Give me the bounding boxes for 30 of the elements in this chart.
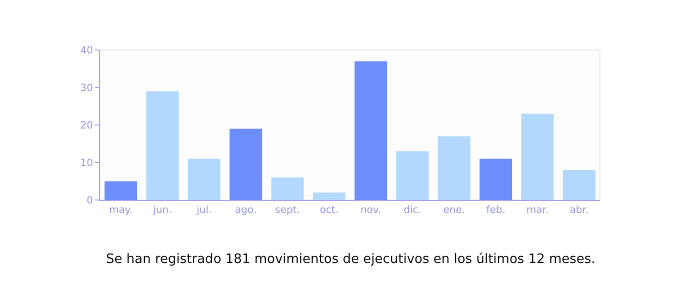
x-tick-label: ago. [235,205,257,216]
x-tick-label: dic. [404,205,422,216]
bar [188,158,220,200]
x-tick-label: ene. [443,205,466,216]
x-tick-label: may. [109,205,133,216]
x-tick-label: nov. [360,205,382,216]
x-tick-label: feb. [486,205,506,216]
x-tick-label: abr. [570,205,589,216]
bar [230,128,262,200]
y-tick-label: 0 [86,196,93,206]
bar [354,61,388,200]
y-tick-label: 20 [80,120,93,132]
bar [438,136,470,200]
bar [104,181,138,200]
bar [480,158,512,200]
bar [562,170,596,200]
bar [312,192,346,200]
y-tick-label: 10 [80,158,93,169]
bar [271,178,304,200]
bar [521,114,554,200]
x-tick-label: jul. [196,205,212,216]
bar [146,91,179,200]
x-tick-label: mar. [526,205,549,216]
x-tick-label: jun. [152,205,172,216]
x-tick-label: sept. [275,205,300,216]
y-tick-label: 30 [80,83,93,94]
x-tick-label: oct. [320,205,339,216]
text: Se han registrado 181 movimientos de ejecutivos en los últimos 12 meses. [106,252,596,267]
y-tick-label: 40 [80,46,93,56]
bar [396,151,429,200]
